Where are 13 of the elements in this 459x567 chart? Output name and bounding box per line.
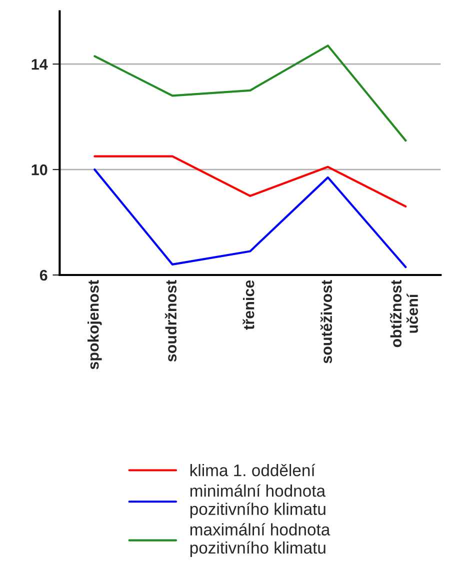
legend-label: klima 1. oddělení [190,464,316,476]
y-tick-label: 6 [40,270,48,281]
line-series [94,168,407,268]
x-tick-label: třenice [242,280,254,330]
x-tick-label: soutěživost [320,280,332,364]
y-tick-label: 10 [32,164,48,176]
x-tick-label: obtížnost učení [390,280,418,348]
y-tick-label: 14 [32,59,48,70]
line-series [94,44,407,142]
legend-label: maximální hodnota pozitivního klimatu [190,523,330,557]
line-series [94,155,407,208]
x-tick-label: spokojenost [88,280,102,370]
x-tick-label: soudržnost [164,280,177,362]
